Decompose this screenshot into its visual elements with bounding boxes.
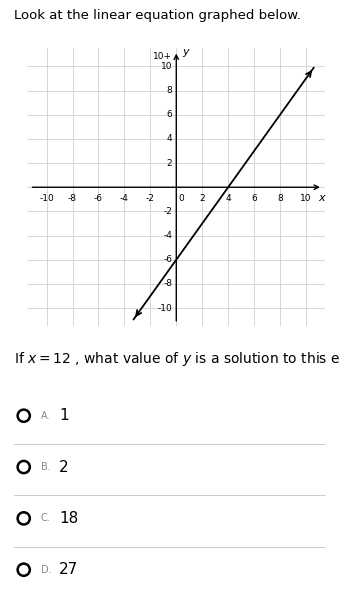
Text: 6: 6 (251, 194, 257, 204)
Text: 1: 1 (59, 408, 69, 423)
Text: 10: 10 (161, 62, 173, 71)
Text: -10: -10 (39, 194, 54, 204)
Text: -8: -8 (163, 280, 173, 288)
Text: 4: 4 (167, 135, 173, 143)
Text: -6: -6 (94, 194, 103, 204)
Text: 2: 2 (199, 194, 205, 204)
Text: C.: C. (41, 513, 51, 524)
Text: 2: 2 (59, 460, 69, 475)
Text: D.: D. (41, 565, 51, 575)
Text: x: x (318, 193, 325, 203)
Text: -4: -4 (163, 231, 173, 240)
Text: 8: 8 (277, 194, 283, 204)
Text: 2: 2 (167, 159, 173, 167)
Text: -2: -2 (163, 207, 173, 216)
Text: 4: 4 (225, 194, 231, 204)
Text: If $x = 12$ , what value of $y$ is a solution to this equation?: If $x = 12$ , what value of $y$ is a sol… (14, 350, 339, 368)
Text: B.: B. (41, 462, 51, 472)
Text: 10+: 10+ (153, 53, 173, 61)
Text: Look at the linear equation graphed below.: Look at the linear equation graphed belo… (14, 9, 301, 22)
Text: -8: -8 (68, 194, 77, 204)
Text: 0: 0 (178, 194, 184, 204)
Text: 27: 27 (59, 562, 79, 577)
Text: 6: 6 (167, 111, 173, 119)
Text: A.: A. (41, 411, 50, 421)
Text: 10: 10 (300, 194, 312, 204)
Text: -10: -10 (158, 304, 173, 312)
Text: 18: 18 (59, 511, 79, 526)
Text: y: y (183, 47, 190, 57)
Text: 8: 8 (167, 86, 173, 95)
Text: -4: -4 (120, 194, 129, 204)
Text: -2: -2 (146, 194, 155, 204)
Text: -6: -6 (163, 255, 173, 264)
